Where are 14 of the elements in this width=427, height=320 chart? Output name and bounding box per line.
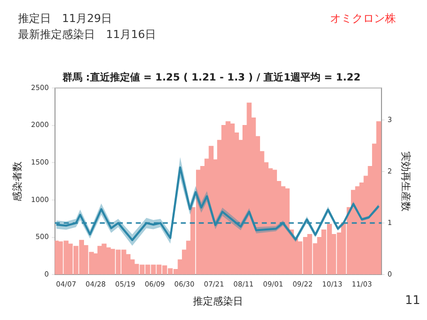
y2-axis-title: 実効再生産数 bbox=[399, 151, 412, 212]
y-axis-title: 感染者数 bbox=[12, 161, 24, 202]
text: 推定日 11月29日 bbox=[18, 11, 112, 26]
bar bbox=[284, 188, 290, 274]
text: オミクロン株 bbox=[330, 11, 396, 26]
bar bbox=[102, 244, 107, 274]
chart-title: 群馬 :直近推定値 = 1.25 ( 1.21 - 1.3 ) / 直近1週平均 = 1.22 bbox=[61, 72, 361, 84]
text: 11 bbox=[405, 293, 420, 307]
bar bbox=[226, 121, 230, 274]
bar bbox=[272, 170, 277, 274]
bar bbox=[376, 121, 382, 274]
text: 最新推定感染日 11月16日 bbox=[18, 27, 156, 42]
bar bbox=[246, 102, 252, 274]
x-axis-title: 推定感染日 bbox=[193, 296, 244, 308]
